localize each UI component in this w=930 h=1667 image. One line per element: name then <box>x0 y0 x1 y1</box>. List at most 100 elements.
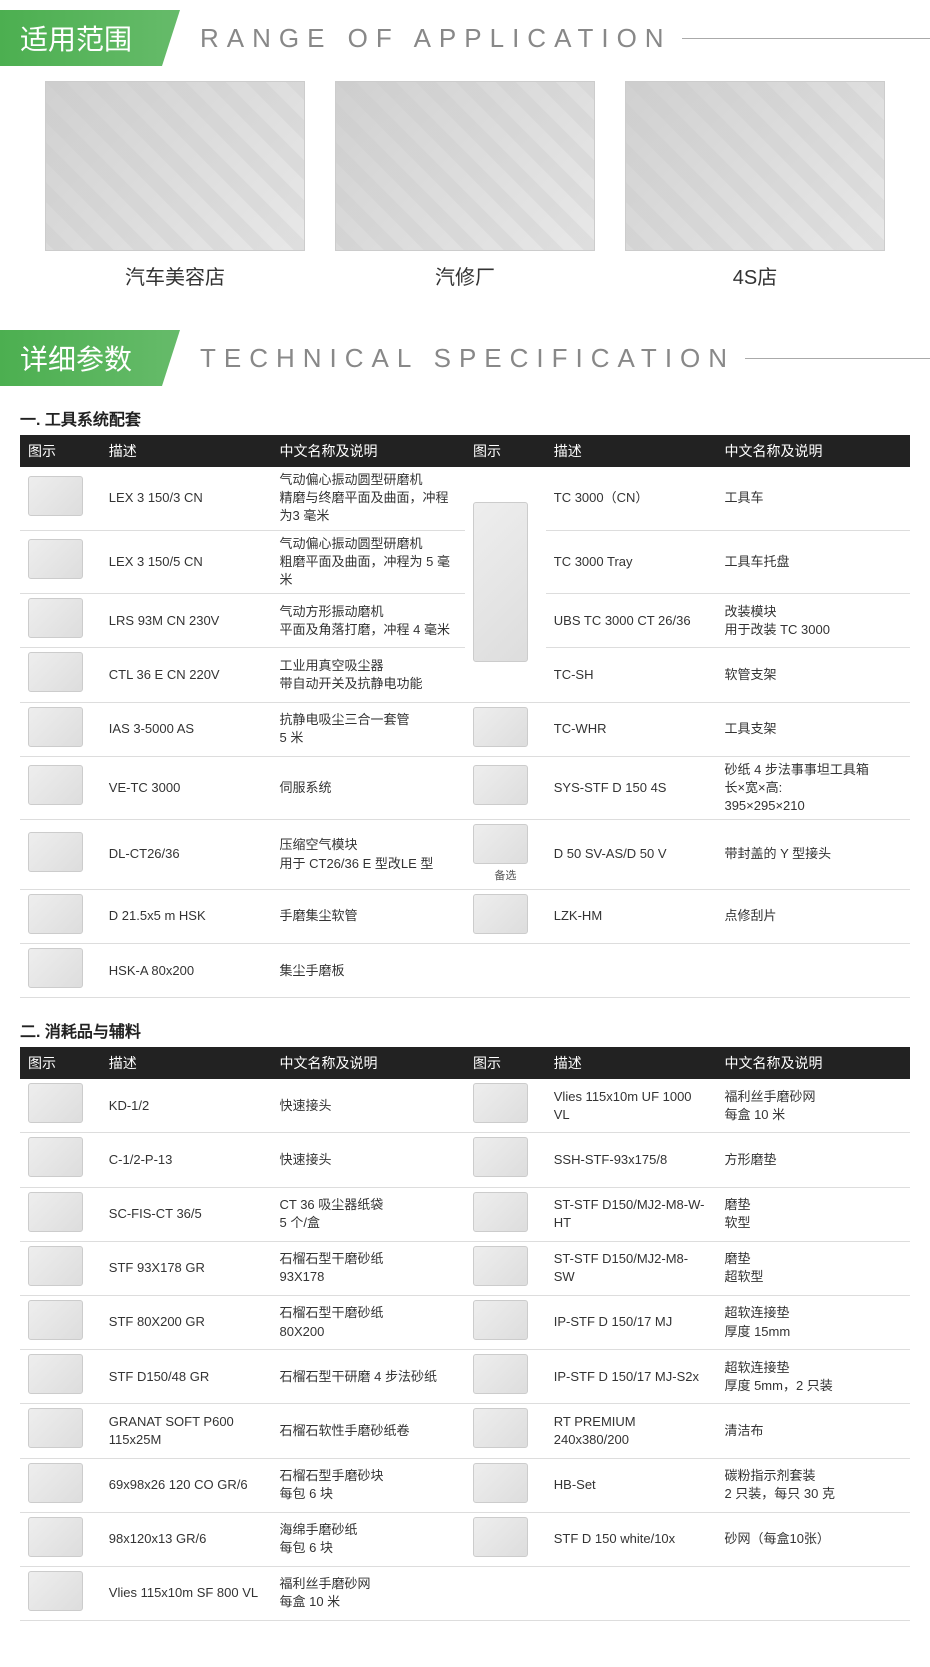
cell-name: 福利丝手磨砂网 每盒 10 米 <box>272 1566 465 1620</box>
divider <box>682 38 930 39</box>
cell-desc2: TC-WHR <box>546 702 717 756</box>
cell-desc: 69x98x26 120 CO GR/6 <box>101 1458 272 1512</box>
application-label: 汽修厂 <box>335 261 595 290</box>
cell-name: 气动偏心振动圆型研磨机 粗磨平面及曲面，冲程为 5 毫米 <box>272 530 465 594</box>
cell-desc2: LZK-HM <box>546 889 717 943</box>
cell-name2 <box>716 944 910 998</box>
product-thumb-icon <box>473 1192 528 1232</box>
divider <box>745 358 930 359</box>
cell-desc2: TC 3000 Tray <box>546 530 717 594</box>
product-thumb-icon <box>473 502 528 662</box>
product-thumb-icon <box>28 1354 83 1394</box>
th-name: 中文名称及说明 <box>272 435 465 467</box>
cell-desc: 98x120x13 GR/6 <box>101 1512 272 1566</box>
cell-name: 气动偏心振动圆型研磨机 精磨与终磨平面及曲面，冲程为3 毫米 <box>272 467 465 530</box>
cell-desc: GRANAT SOFT P600 115x25M <box>101 1404 272 1458</box>
cell-name: 石榴石型干磨砂纸 80X200 <box>272 1295 465 1349</box>
product-thumb-icon <box>28 894 83 934</box>
spec2-title: 二. 消耗品与辅料 <box>20 1018 910 1042</box>
table-row: KD-1/2快速接头Vlies 115x10m UF 1000 VL福利丝手磨砂… <box>20 1079 910 1133</box>
cell-name: 工业用真空吸尘器 带自动开关及抗静电功能 <box>272 648 465 702</box>
cell-name: 快速接头 <box>272 1133 465 1187</box>
product-thumb-icon <box>28 1463 83 1503</box>
cell-desc: STF D150/48 GR <box>101 1350 272 1404</box>
product-thumb-icon <box>28 707 83 747</box>
th-desc2: 描述 <box>546 1047 717 1079</box>
product-thumb-icon <box>473 1517 528 1557</box>
product-thumb-icon <box>28 598 83 638</box>
cell-name2: 磨垫 超软型 <box>716 1241 910 1295</box>
table-row: SC-FIS-CT 36/5CT 36 吸尘器纸袋 5 个/盒ST-STF D1… <box>20 1187 910 1241</box>
cell-desc2: TC-SH <box>546 648 717 702</box>
th-desc: 描述 <box>101 435 272 467</box>
cell-name: 石榴石型手磨砂块 每包 6 块 <box>272 1458 465 1512</box>
product-thumb-icon <box>28 539 83 579</box>
product-thumb-icon <box>473 894 528 934</box>
cell-desc2 <box>546 1566 717 1620</box>
cell-name2: 工具车 <box>716 467 910 530</box>
cell-name: 气动方形振动磨机 平面及角落打磨，冲程 4 毫米 <box>272 594 465 648</box>
th-icon2: 图示 <box>465 1047 546 1079</box>
cell-name2: 超软连接垫 厚度 5mm，2 只装 <box>716 1350 910 1404</box>
cell-name: 海绵手磨砂纸 每包 6 块 <box>272 1512 465 1566</box>
th-desc: 描述 <box>101 1047 272 1079</box>
product-thumb-icon <box>28 1246 83 1286</box>
range-tab: 适用范围 <box>0 10 180 66</box>
range-section-header: 适用范围 RANGE OF APPLICATION <box>0 10 930 66</box>
cell-name: 石榴石型干磨砂纸 93X178 <box>272 1241 465 1295</box>
th-name: 中文名称及说明 <box>272 1047 465 1079</box>
cell-desc2: IP-STF D 150/17 MJ <box>546 1295 717 1349</box>
cell-desc2: RT PREMIUM 240x380/200 <box>546 1404 717 1458</box>
table-row: C-1/2-P-13快速接头SSH-STF-93x175/8方形磨垫 <box>20 1133 910 1187</box>
cell-desc: D 21.5x5 m HSK <box>101 889 272 943</box>
cell-name: 石榴石型干研磨 4 步法砂纸 <box>272 1350 465 1404</box>
cell-name2: 砂网（每盒10张） <box>716 1512 910 1566</box>
spec2-table: 图示 描述 中文名称及说明 图示 描述 中文名称及说明 KD-1/2快速接头Vl… <box>20 1047 910 1621</box>
product-thumb-icon <box>28 1571 83 1611</box>
cell-desc: CTL 36 E CN 220V <box>101 648 272 702</box>
cell-name2: 方形磨垫 <box>716 1133 910 1187</box>
cell-desc: STF 80X200 GR <box>101 1295 272 1349</box>
cell-desc: SC-FIS-CT 36/5 <box>101 1187 272 1241</box>
application-item: 4S店 <box>625 81 885 290</box>
product-thumb-icon <box>473 1408 528 1448</box>
product-thumb-icon <box>28 1300 83 1340</box>
cell-desc2: IP-STF D 150/17 MJ-S2x <box>546 1350 717 1404</box>
product-thumb-icon <box>28 832 83 872</box>
cell-name: 集尘手磨板 <box>272 944 465 998</box>
th-name2: 中文名称及说明 <box>716 1047 910 1079</box>
spec-title: TECHNICAL SPECIFICATION <box>200 343 735 374</box>
product-thumb-icon <box>473 1137 528 1177</box>
table-row: 69x98x26 120 CO GR/6石榴石型手磨砂块 每包 6 块HB-Se… <box>20 1458 910 1512</box>
product-thumb-icon <box>28 476 83 516</box>
application-item: 汽车美容店 <box>45 81 305 290</box>
cell-desc: IAS 3-5000 AS <box>101 702 272 756</box>
cell-desc: STF 93X178 GR <box>101 1241 272 1295</box>
cell-desc2: ST-STF D150/MJ2-M8-SW <box>546 1241 717 1295</box>
table-row: DL-CT26/36压缩空气模块 用于 CT26/36 E 型改LE 型备选D … <box>20 820 910 890</box>
cell-name2: 工具支架 <box>716 702 910 756</box>
cell-desc2: TC 3000（CN） <box>546 467 717 530</box>
spec-tab: 详细参数 <box>0 330 180 386</box>
product-thumb-icon <box>473 1354 528 1394</box>
product-thumb-icon <box>473 765 528 805</box>
spec-section-header: 详细参数 TECHNICAL SPECIFICATION <box>0 330 930 386</box>
application-image <box>625 81 885 251</box>
cell-name: 抗静电吸尘三合一套管 5 米 <box>272 702 465 756</box>
cell-name2: 福利丝手磨砂网 每盒 10 米 <box>716 1079 910 1133</box>
cell-name: 伺服系统 <box>272 756 465 820</box>
cell-desc2: STF D 150 white/10x <box>546 1512 717 1566</box>
spec1-table: 图示 描述 中文名称及说明 图示 描述 中文名称及说明 LEX 3 150/3 … <box>20 435 910 998</box>
cell-name: CT 36 吸尘器纸袋 5 个/盒 <box>272 1187 465 1241</box>
table-row: GRANAT SOFT P600 115x25M石榴石软性手磨砂纸卷RT PRE… <box>20 1404 910 1458</box>
th-icon: 图示 <box>20 435 101 467</box>
th-desc2: 描述 <box>546 435 717 467</box>
cell-name2: 改装模块 用于改装 TC 3000 <box>716 594 910 648</box>
cell-desc: HSK-A 80x200 <box>101 944 272 998</box>
product-thumb-icon <box>473 1300 528 1340</box>
cell-desc: LEX 3 150/5 CN <box>101 530 272 594</box>
application-image <box>45 81 305 251</box>
table-row: IAS 3-5000 AS抗静电吸尘三合一套管 5 米 TC-WHR工具支架 <box>20 702 910 756</box>
table-row: STF D150/48 GR石榴石型干研磨 4 步法砂纸 IP-STF D 150… <box>20 1350 910 1404</box>
cell-name2: 清洁布 <box>716 1404 910 1458</box>
